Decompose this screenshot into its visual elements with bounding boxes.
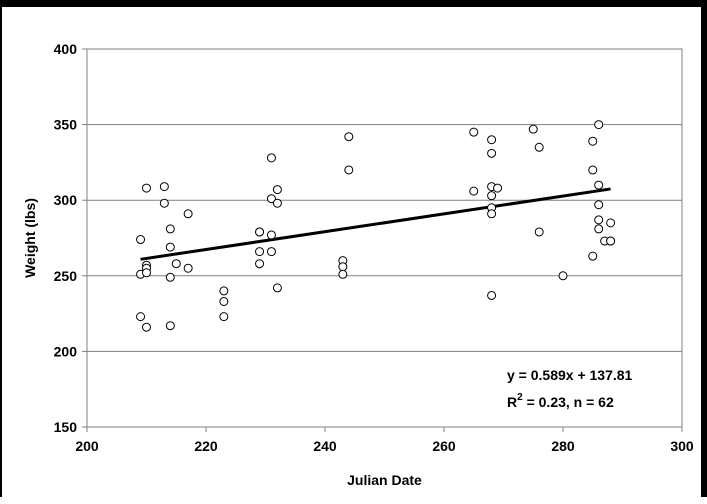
y-tick-label: 350 (54, 117, 78, 133)
data-point (142, 268, 151, 278)
axis-ticks (82, 48, 683, 432)
data-point (487, 191, 497, 201)
data-point (266, 153, 276, 163)
r2-prefix: R (507, 394, 517, 410)
data-point (165, 272, 175, 282)
data-point (338, 262, 348, 272)
data-point (136, 312, 146, 322)
data-point (165, 242, 175, 252)
x-tick-label: 260 (432, 438, 456, 454)
data-point (493, 183, 503, 193)
data-point (534, 142, 544, 152)
data-point (272, 283, 282, 293)
data-point (338, 269, 348, 279)
data-point (159, 198, 169, 208)
x-tick-label: 280 (551, 438, 575, 454)
x-axis-title: Julian Date (347, 472, 422, 488)
r2-suffix: = 0.23, n = 62 (523, 394, 614, 410)
x-tick-label: 240 (313, 438, 337, 454)
data-point (606, 236, 616, 246)
scatter-chart: 150 200 250 300 350 400 200 220 240 260 280 300 Ju… (22, 41, 694, 488)
data-point (255, 259, 265, 269)
data-points (136, 120, 616, 332)
data-point (219, 312, 229, 322)
y-tick-label: 150 (54, 419, 78, 435)
trendline (140, 187, 611, 261)
data-point (272, 185, 282, 195)
data-point (142, 183, 151, 193)
y-tick-labels: 150 200 250 300 350 400 (54, 41, 78, 435)
data-point (594, 224, 604, 234)
data-point (219, 286, 229, 296)
data-point (136, 235, 146, 245)
y-tick-label: 300 (54, 192, 78, 208)
x-tick-label: 200 (75, 438, 99, 454)
data-point (255, 247, 265, 257)
data-point (344, 165, 354, 175)
data-point (255, 227, 265, 237)
y-axis-title: Weight (lbs) (22, 198, 38, 278)
data-point (588, 136, 598, 146)
data-point (266, 230, 276, 240)
y-tick-label: 250 (54, 268, 78, 284)
data-point (487, 135, 497, 145)
plot-area (86, 48, 683, 428)
data-point (344, 132, 354, 142)
data-point (272, 198, 282, 208)
data-point (558, 271, 568, 281)
data-point (534, 227, 544, 237)
data-point (594, 120, 604, 130)
data-point (588, 251, 598, 261)
data-point (469, 186, 479, 196)
data-point (159, 182, 169, 192)
gridlines (87, 124, 682, 352)
regression-equation: y = 0.589x + 137.81 (507, 367, 633, 383)
data-point (487, 209, 497, 219)
y-tick-label: 400 (54, 41, 78, 57)
data-point (588, 165, 598, 175)
x-tick-label: 220 (194, 438, 218, 454)
data-point (606, 218, 616, 228)
data-point (142, 322, 151, 332)
data-point (487, 290, 497, 300)
data-point (165, 224, 175, 234)
data-point (487, 148, 497, 158)
data-point (165, 321, 175, 331)
x-tick-label: 300 (670, 438, 694, 454)
data-point (528, 124, 538, 134)
data-point (219, 297, 229, 307)
x-tick-labels: 200 220 240 260 280 300 (75, 438, 694, 454)
r2-superscript: 2 (517, 392, 523, 403)
y-tick-label: 200 (54, 343, 78, 359)
data-point (594, 180, 604, 190)
data-point (171, 259, 181, 269)
data-point (594, 215, 604, 225)
data-point (183, 209, 193, 219)
data-point (266, 194, 276, 204)
data-point (469, 127, 479, 137)
data-point (266, 247, 276, 257)
data-point (594, 200, 604, 210)
data-point (183, 263, 193, 273)
r-squared-annotation: R2 = 0.23, n = 62 (507, 392, 614, 410)
